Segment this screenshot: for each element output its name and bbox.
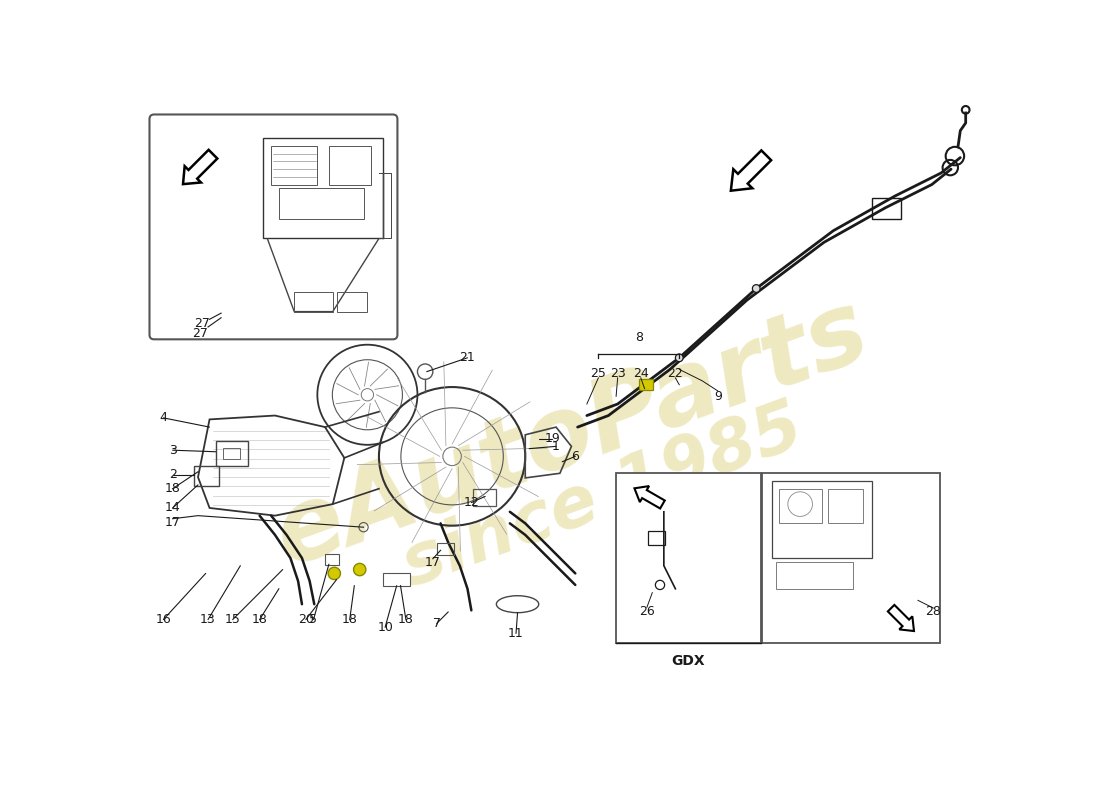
Text: 8: 8 <box>635 331 643 344</box>
Bar <box>329 146 372 185</box>
Bar <box>871 198 901 219</box>
Text: 18: 18 <box>342 613 358 626</box>
Text: since 1985: since 1985 <box>393 393 812 600</box>
FancyBboxPatch shape <box>150 114 397 339</box>
Bar <box>264 138 383 238</box>
Bar <box>639 379 653 390</box>
Bar <box>828 489 862 523</box>
Text: 20: 20 <box>298 613 314 626</box>
Bar <box>772 481 871 558</box>
Circle shape <box>752 285 760 292</box>
Circle shape <box>353 563 366 576</box>
Bar <box>216 441 249 466</box>
Bar <box>295 292 332 312</box>
Text: 18: 18 <box>398 613 414 626</box>
Text: 23: 23 <box>609 366 626 380</box>
Bar <box>437 542 453 555</box>
Text: 9: 9 <box>714 390 722 403</box>
Bar <box>271 146 317 185</box>
Text: 4: 4 <box>160 411 167 424</box>
Text: 22: 22 <box>668 366 683 380</box>
Text: 18: 18 <box>252 613 267 626</box>
Circle shape <box>675 354 683 362</box>
Bar <box>473 489 496 506</box>
Text: 13: 13 <box>200 613 216 626</box>
Text: 17: 17 <box>165 516 180 529</box>
Bar <box>649 531 666 545</box>
Bar <box>195 466 219 486</box>
Text: 3: 3 <box>168 444 176 457</box>
Bar <box>223 448 240 458</box>
Text: 28: 28 <box>925 606 942 618</box>
Bar <box>776 562 853 589</box>
Bar <box>383 574 409 586</box>
Text: 11: 11 <box>508 627 524 640</box>
Circle shape <box>328 567 341 579</box>
Text: eAutoParts: eAutoParts <box>262 282 881 587</box>
Text: 17: 17 <box>425 556 441 569</box>
Bar <box>762 474 939 642</box>
Text: 6: 6 <box>571 450 580 463</box>
Text: 7: 7 <box>432 617 441 630</box>
Text: 12: 12 <box>463 496 480 509</box>
Text: GDX: GDX <box>672 654 705 668</box>
Text: 24: 24 <box>632 366 649 380</box>
Bar <box>279 188 363 219</box>
Text: 27: 27 <box>194 318 210 330</box>
Text: 18: 18 <box>165 482 180 495</box>
Text: 5: 5 <box>309 613 318 626</box>
Text: 1: 1 <box>552 440 560 453</box>
Text: 21: 21 <box>460 351 475 364</box>
Text: 16: 16 <box>155 613 172 626</box>
Text: 19: 19 <box>544 432 560 445</box>
Text: 2: 2 <box>168 468 176 482</box>
Text: 27: 27 <box>192 326 208 340</box>
Bar <box>616 474 761 642</box>
Text: 26: 26 <box>639 606 654 618</box>
Bar <box>326 554 339 565</box>
Text: 10: 10 <box>377 621 393 634</box>
Text: 15: 15 <box>224 613 241 626</box>
Bar <box>337 292 367 312</box>
Text: 14: 14 <box>165 502 180 514</box>
Bar <box>779 489 822 523</box>
Text: 25: 25 <box>591 366 606 380</box>
